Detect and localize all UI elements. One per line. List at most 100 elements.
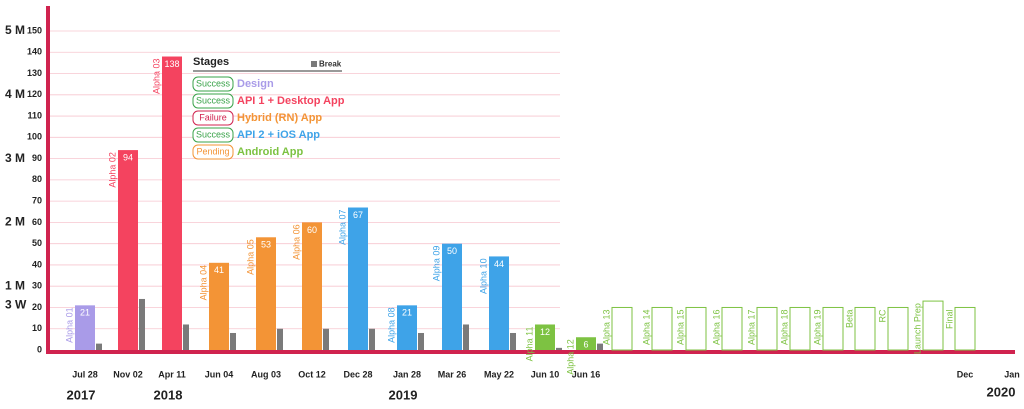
y-tick-label: 120 (27, 89, 42, 99)
planned-bar (651, 306, 673, 351)
status-label: Failure (199, 112, 227, 122)
bar-name: Alpha 10 (478, 258, 488, 294)
duration-tick-label: 4 M (5, 87, 25, 101)
legend-label: Hybrid (RN) App (237, 112, 322, 124)
bar (302, 222, 322, 350)
bar-name: Alpha 01 (64, 307, 74, 343)
x-tick-label: Oct 12 (298, 369, 326, 379)
y-tick-label: 10 (32, 323, 42, 333)
year-label: 2018 (154, 387, 183, 402)
status-label: Success (196, 129, 231, 139)
value-label: 94 (123, 152, 133, 162)
y-tick-label: 40 (32, 259, 42, 269)
x-tick-label: Dec (957, 369, 974, 379)
break-bar (323, 328, 329, 350)
planned-bar (611, 306, 633, 351)
status-badge (192, 76, 234, 92)
break-bar (369, 328, 375, 350)
bar-name: Alpha 03 (151, 59, 161, 95)
year-label: 2019 (389, 387, 418, 402)
bar-name: Alpha 06 (291, 224, 301, 260)
break-bar (597, 343, 603, 350)
break-bar (556, 347, 562, 350)
bar (209, 262, 229, 350)
y-tick-label: 110 (27, 110, 42, 120)
bar (118, 150, 138, 350)
x-tick-label: Jul 28 (72, 369, 98, 379)
bar-name: Alpha 05 (245, 239, 255, 275)
y-tick-label: 30 (32, 281, 42, 291)
legend-label: API 2 + iOS App (237, 129, 320, 141)
x-tick-label: Jun 10 (531, 369, 560, 379)
duration-tick-label: 3 M (5, 151, 25, 165)
bar-name: Alpha 17 (746, 309, 756, 345)
value-label: 50 (447, 246, 457, 256)
y-tick-label: 60 (32, 217, 42, 227)
duration-tick-label: 3 W (5, 298, 27, 312)
status-badge (192, 110, 234, 126)
duration-tick-label: 2 M (5, 215, 25, 229)
break-bar (96, 343, 102, 350)
value-label: 53 (261, 240, 271, 250)
y-tick-label: 140 (27, 47, 42, 57)
planned-bar (789, 306, 811, 351)
bar-name: Alpha 09 (431, 246, 441, 282)
x-tick-label: Mar 26 (438, 369, 467, 379)
y-tick-label: 100 (27, 132, 42, 142)
bar (162, 56, 182, 351)
status-badge (192, 93, 234, 109)
value-label: 138 (164, 59, 179, 69)
legend-label: API 1 + Desktop App (237, 95, 345, 107)
break-bar (418, 332, 424, 350)
bar-name: RC (877, 309, 887, 322)
bar-name: Alpha 04 (198, 265, 208, 301)
status-label: Success (196, 95, 231, 105)
status-label: Pending (196, 146, 229, 156)
x-tick-label: Aug 03 (251, 369, 281, 379)
bar-name: Beta (844, 309, 854, 328)
value-label: 44 (494, 259, 504, 269)
y-tick-label: 20 (32, 302, 42, 312)
bar-name: Launch Prep (912, 303, 922, 354)
bar-name: Alpha 15 (675, 309, 685, 345)
x-tick-label: Jan 28 (393, 369, 421, 379)
status-badge (192, 144, 234, 160)
bar (75, 305, 95, 350)
bar-name: Alpha 14 (641, 309, 651, 345)
break-bar (183, 324, 189, 350)
x-tick-label: Jun 16 (572, 369, 601, 379)
break-bar (139, 298, 145, 350)
bar (489, 256, 509, 350)
planned-bar (721, 306, 743, 351)
year-label: 2020 (987, 384, 1016, 399)
bar (256, 237, 276, 350)
year-label: 2017 (67, 387, 96, 402)
bar (348, 207, 368, 350)
duration-tick-label: 5 M (5, 23, 25, 37)
y-tick-label: 50 (32, 238, 42, 248)
duration-tick-label: 1 M (5, 278, 25, 292)
y-tick-label: 80 (32, 174, 42, 184)
legend-label: Break (319, 60, 342, 69)
break-bar (230, 332, 236, 350)
legend-label: Android App (237, 146, 303, 158)
status-label: Success (196, 78, 231, 88)
bar-name: Alpha 12 (565, 339, 575, 375)
y-tick-label: 150 (27, 25, 42, 35)
bar-name: Final (944, 309, 954, 329)
legend-title: Stages (193, 56, 229, 68)
planned-bar (854, 306, 876, 351)
bar (397, 305, 417, 350)
planned-bar (954, 306, 976, 351)
legend-label: Design (237, 78, 274, 90)
value-label: 60 (307, 225, 317, 235)
value-label: 41 (214, 265, 224, 275)
x-tick-label: Dec 28 (343, 369, 372, 379)
bar-name: Alpha 16 (711, 309, 721, 345)
y-tick-label: 70 (32, 196, 42, 206)
x-tick-label: May 22 (484, 369, 514, 379)
bar (442, 243, 462, 350)
value-label: 12 (540, 327, 550, 337)
break-bar (277, 328, 283, 350)
